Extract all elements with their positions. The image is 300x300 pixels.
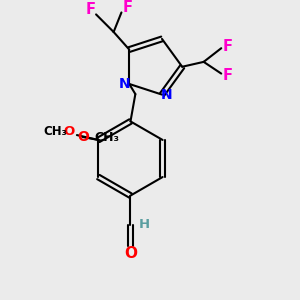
Text: N: N xyxy=(118,77,130,91)
Text: O: O xyxy=(64,125,75,138)
Text: F: F xyxy=(223,39,233,54)
Text: N: N xyxy=(161,88,173,102)
Text: O: O xyxy=(77,130,89,144)
Text: F: F xyxy=(223,68,233,83)
Text: O: O xyxy=(124,246,137,261)
Text: F: F xyxy=(85,2,95,17)
Text: CH₃: CH₃ xyxy=(94,130,119,143)
Text: F: F xyxy=(122,0,132,15)
Text: CH₃: CH₃ xyxy=(44,125,67,138)
Text: H: H xyxy=(139,218,150,231)
